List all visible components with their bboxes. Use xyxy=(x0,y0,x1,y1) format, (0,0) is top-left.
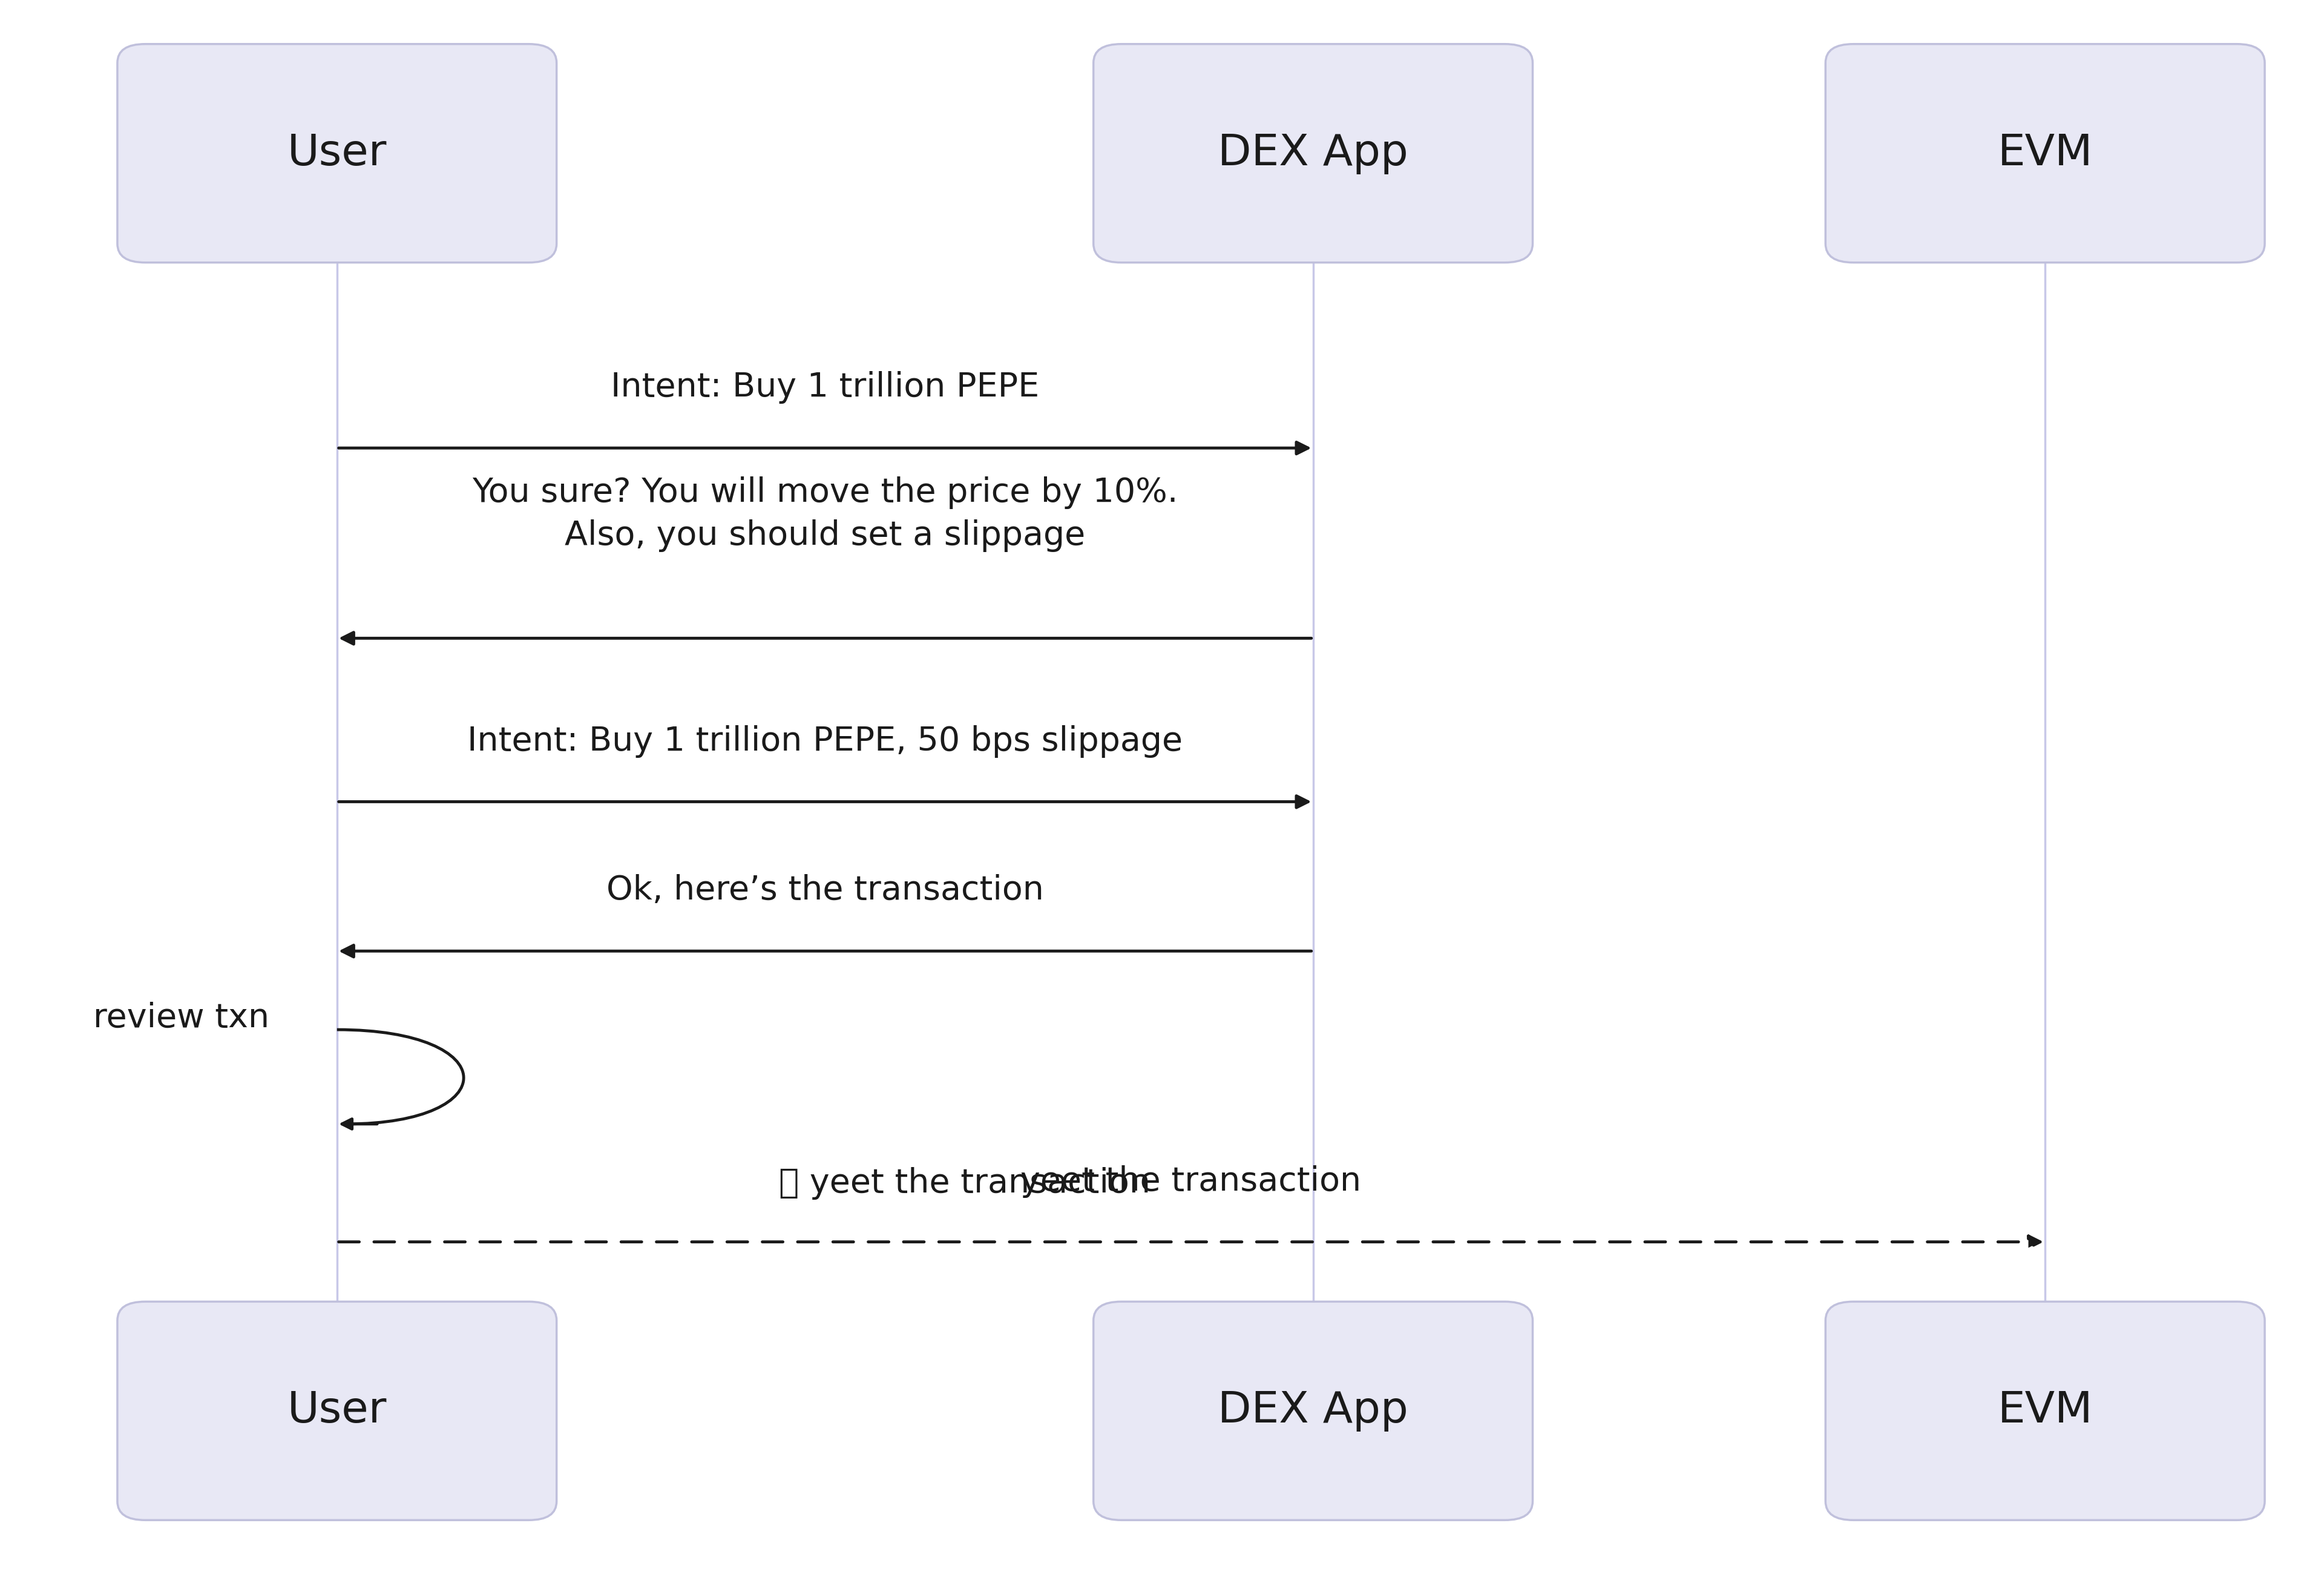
Text: Intent: Buy 1 trillion PEPE: Intent: Buy 1 trillion PEPE xyxy=(611,371,1039,404)
Text: yeet the transaction: yeet the transaction xyxy=(1020,1165,1362,1198)
Text: User: User xyxy=(288,132,386,174)
Text: Intent: Buy 1 trillion PEPE, 50 bps slippage: Intent: Buy 1 trillion PEPE, 50 bps slip… xyxy=(467,725,1183,758)
Text: DEX App: DEX App xyxy=(1218,132,1408,174)
FancyBboxPatch shape xyxy=(1824,1302,2264,1520)
Text: EVM: EVM xyxy=(1999,1390,2092,1432)
Text: You sure? You will move the price by 10%.
Also, you should set a slippage: You sure? You will move the price by 10%… xyxy=(472,476,1178,552)
FancyBboxPatch shape xyxy=(1092,1302,1534,1520)
Text: EVM: EVM xyxy=(1999,132,2092,174)
FancyBboxPatch shape xyxy=(1824,44,2264,263)
FancyBboxPatch shape xyxy=(1092,44,1534,263)
Text: 🦊 yeet the transaction: 🦊 yeet the transaction xyxy=(779,1166,1150,1199)
Text: Ok, here’s the transaction: Ok, here’s the transaction xyxy=(607,874,1043,907)
FancyBboxPatch shape xyxy=(116,1302,558,1520)
Text: User: User xyxy=(288,1390,386,1432)
Text: DEX App: DEX App xyxy=(1218,1390,1408,1432)
FancyBboxPatch shape xyxy=(116,44,558,263)
Text: review txn: review txn xyxy=(93,1001,270,1034)
